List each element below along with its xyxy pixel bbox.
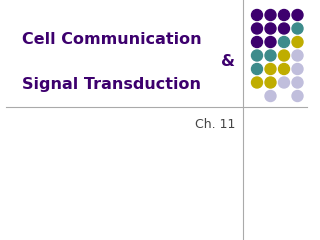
Circle shape [265, 90, 276, 102]
Circle shape [252, 36, 262, 48]
Circle shape [252, 23, 262, 34]
Circle shape [278, 36, 290, 48]
Circle shape [265, 77, 276, 88]
Circle shape [265, 64, 276, 74]
Circle shape [292, 36, 303, 48]
Text: &: & [221, 54, 235, 70]
Circle shape [278, 77, 290, 88]
Circle shape [292, 77, 303, 88]
Circle shape [278, 50, 290, 61]
Circle shape [278, 23, 290, 34]
Circle shape [292, 50, 303, 61]
Circle shape [278, 64, 290, 74]
Circle shape [278, 10, 290, 20]
Circle shape [252, 77, 262, 88]
Circle shape [292, 10, 303, 20]
Circle shape [265, 10, 276, 20]
Circle shape [252, 50, 262, 61]
Circle shape [265, 50, 276, 61]
Circle shape [252, 64, 262, 74]
Circle shape [265, 23, 276, 34]
Text: Ch. 11: Ch. 11 [195, 119, 236, 132]
Circle shape [252, 10, 262, 20]
Circle shape [292, 90, 303, 102]
Text: Signal Transduction: Signal Transduction [22, 77, 201, 91]
Circle shape [292, 23, 303, 34]
Circle shape [265, 36, 276, 48]
Circle shape [292, 64, 303, 74]
Text: Cell Communication: Cell Communication [22, 32, 202, 48]
